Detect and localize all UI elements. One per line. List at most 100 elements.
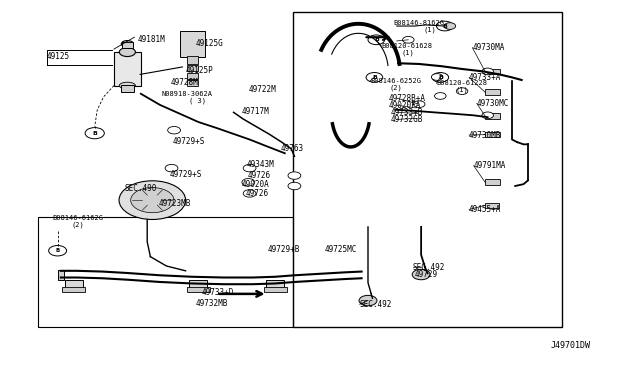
Bar <box>187 65 198 71</box>
Text: 49020FA: 49020FA <box>389 101 422 110</box>
Bar <box>180 31 205 57</box>
Text: 49125P: 49125P <box>186 66 213 75</box>
Circle shape <box>366 73 383 82</box>
Text: B: B <box>56 248 60 253</box>
Text: 49730MC: 49730MC <box>477 99 509 108</box>
Text: 49791MA: 49791MA <box>474 161 506 170</box>
Circle shape <box>288 182 301 190</box>
Text: N08918-3062A: N08918-3062A <box>161 91 212 97</box>
Text: SEC.492: SEC.492 <box>360 300 392 309</box>
Text: 49730MA: 49730MA <box>472 43 505 52</box>
Bar <box>264 287 287 292</box>
Bar <box>187 80 198 86</box>
Circle shape <box>359 295 377 306</box>
Text: 49020A: 49020A <box>242 180 269 189</box>
Bar <box>266 280 284 289</box>
Circle shape <box>432 73 449 82</box>
Bar <box>485 203 499 208</box>
Text: 49343M: 49343M <box>246 160 274 169</box>
Bar <box>485 68 500 74</box>
Text: B08146-6252G: B08146-6252G <box>370 78 421 84</box>
Text: 49730MB: 49730MB <box>469 131 502 140</box>
Bar <box>120 85 134 92</box>
Bar <box>187 287 210 292</box>
Circle shape <box>435 93 446 99</box>
Circle shape <box>436 21 453 31</box>
Text: 49717M: 49717M <box>242 107 269 116</box>
Text: 49181M: 49181M <box>138 35 165 44</box>
Bar <box>114 52 141 86</box>
Text: (1): (1) <box>456 87 468 93</box>
Text: 49725MC: 49725MC <box>325 245 358 254</box>
Text: 49729+S: 49729+S <box>173 137 205 146</box>
Bar <box>187 56 198 64</box>
Circle shape <box>243 164 256 172</box>
Text: 49732MB: 49732MB <box>195 299 228 308</box>
Ellipse shape <box>119 48 136 57</box>
Text: J49701DW: J49701DW <box>550 341 590 350</box>
Bar <box>485 132 500 137</box>
Text: B08120-61628: B08120-61628 <box>381 43 433 49</box>
Text: ( 3): ( 3) <box>189 98 206 105</box>
Circle shape <box>119 181 186 219</box>
Circle shape <box>243 190 256 197</box>
Text: (1): (1) <box>402 49 415 56</box>
Bar <box>293 12 562 327</box>
Bar <box>485 179 500 185</box>
Text: 49733+A: 49733+A <box>469 73 502 82</box>
Bar <box>38 217 293 327</box>
Text: B: B <box>438 75 443 80</box>
Text: 49733+D: 49733+D <box>202 288 234 296</box>
Circle shape <box>444 23 456 29</box>
Circle shape <box>431 74 443 80</box>
Text: 49722M: 49722M <box>248 85 276 94</box>
Circle shape <box>482 112 493 119</box>
Text: SEC.492: SEC.492 <box>413 263 445 272</box>
Text: 49728M: 49728M <box>171 78 198 87</box>
Text: (1): (1) <box>424 26 436 33</box>
Text: 49455+A: 49455+A <box>469 205 502 214</box>
Text: 49729+B: 49729+B <box>268 245 300 254</box>
Text: SEC.490: SEC.490 <box>125 185 157 193</box>
Text: 49728B+A: 49728B+A <box>389 94 426 103</box>
Text: B08120-61228: B08120-61228 <box>436 80 488 86</box>
Circle shape <box>49 246 67 256</box>
Text: B: B <box>92 131 97 136</box>
Ellipse shape <box>122 41 133 47</box>
Ellipse shape <box>119 82 136 89</box>
Text: 49729+S: 49729+S <box>170 170 202 179</box>
Bar <box>187 73 198 79</box>
Text: 49729: 49729 <box>415 270 438 279</box>
Circle shape <box>165 164 178 172</box>
Circle shape <box>131 187 174 213</box>
Circle shape <box>242 179 255 186</box>
Circle shape <box>403 36 414 43</box>
Text: 49732GB: 49732GB <box>390 115 423 124</box>
Bar <box>58 270 64 280</box>
Text: 49125: 49125 <box>47 52 70 61</box>
Circle shape <box>482 68 493 75</box>
Text: 49723MB: 49723MB <box>159 199 191 208</box>
Bar <box>65 280 83 289</box>
Circle shape <box>85 128 104 139</box>
Text: 49733+B: 49733+B <box>390 108 423 117</box>
Text: B08146-6162G: B08146-6162G <box>52 215 104 221</box>
Text: (2): (2) <box>389 84 402 91</box>
Circle shape <box>288 172 301 179</box>
Bar <box>189 280 207 289</box>
Bar <box>485 90 500 95</box>
Circle shape <box>413 101 425 108</box>
Circle shape <box>368 35 385 45</box>
Text: (2): (2) <box>72 221 84 228</box>
Text: B08146-8162G: B08146-8162G <box>394 20 445 26</box>
Bar <box>62 287 85 292</box>
Circle shape <box>412 269 430 280</box>
Bar <box>122 42 132 48</box>
Circle shape <box>456 88 468 94</box>
Text: 49726: 49726 <box>246 189 269 198</box>
Text: 49763: 49763 <box>280 144 303 153</box>
Text: 49726: 49726 <box>248 171 271 180</box>
Bar <box>485 113 500 119</box>
Text: B: B <box>442 23 447 29</box>
Circle shape <box>168 126 180 134</box>
